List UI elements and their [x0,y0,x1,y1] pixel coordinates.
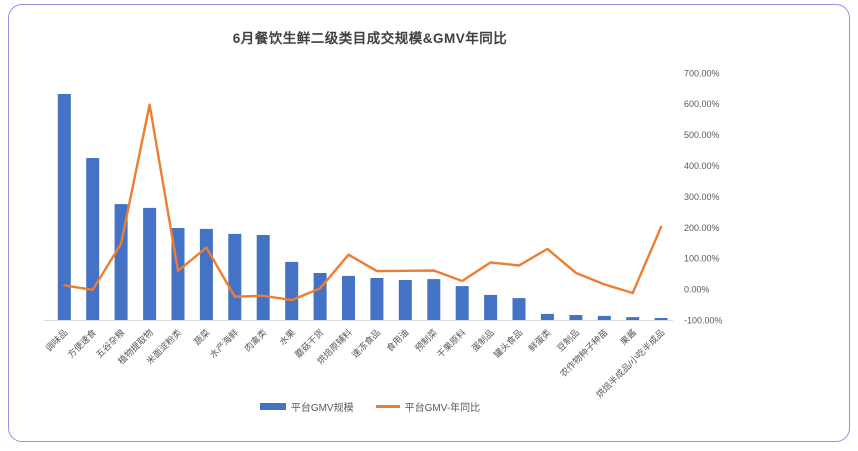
legend-label-gmv-yoy: 平台GMV-年同比 [404,403,481,414]
legend-label-gmv-scale: 平台GMV规模 [290,403,354,414]
legend-item-gmv-yoy: 平台GMV-年同比 [375,399,481,414]
chart-title: 6月餐饮生鲜二级类目成交规模&GMV年同比 [232,31,508,46]
chart-card [8,4,850,442]
chart-legend: 平台GMV规模 平台GMV-年同比 [40,399,700,414]
bar-series-swatch-icon [259,403,286,410]
legend-item-gmv-scale: 平台GMV规模 [259,399,354,414]
line-series-swatch-icon [375,405,400,408]
